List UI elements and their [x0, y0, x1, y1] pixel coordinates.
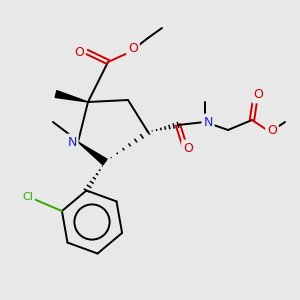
Text: O: O [183, 142, 193, 154]
Text: O: O [267, 124, 277, 137]
Text: N: N [67, 136, 77, 148]
Text: O: O [128, 41, 138, 55]
Polygon shape [78, 142, 107, 165]
Polygon shape [55, 91, 88, 102]
Text: O: O [74, 46, 84, 59]
Text: O: O [253, 88, 263, 101]
Text: N: N [203, 116, 213, 128]
Text: Cl: Cl [22, 192, 33, 202]
